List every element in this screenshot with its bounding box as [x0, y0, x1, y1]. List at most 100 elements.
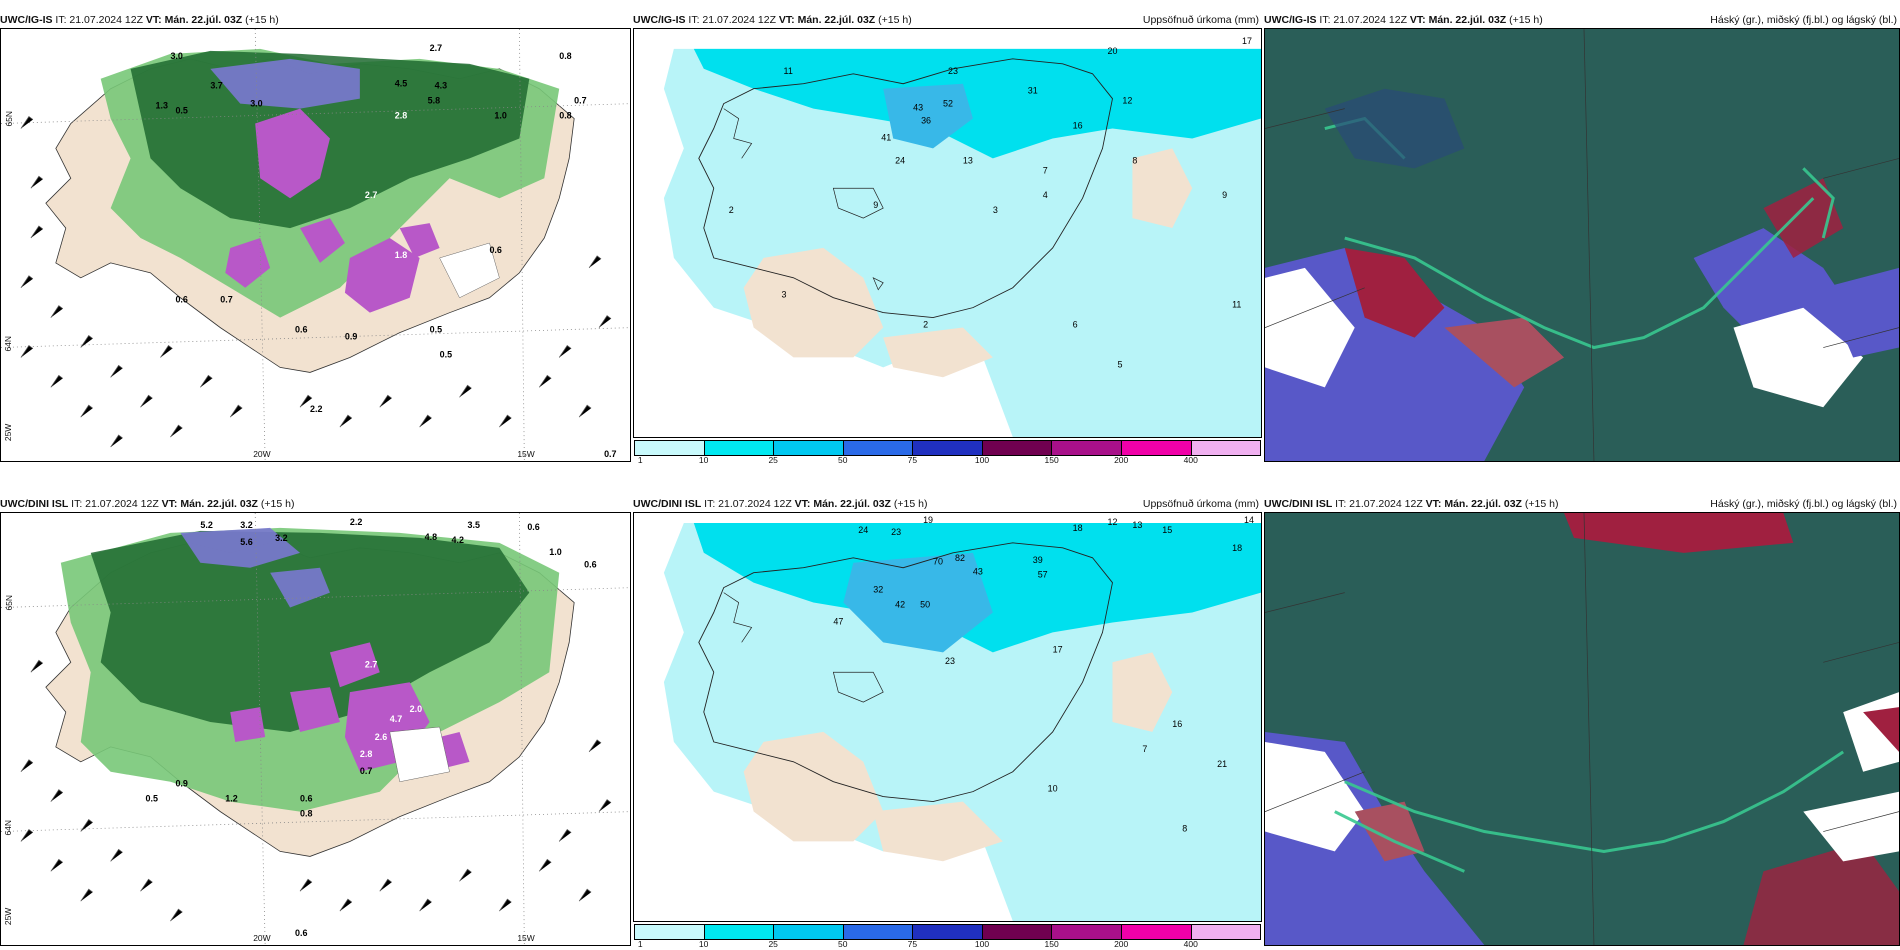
value-label: 2.6	[375, 732, 387, 742]
colorbar-swatch	[635, 441, 705, 455]
value-label: 17	[1053, 644, 1063, 654]
model-name: UWC/IG-IS	[1264, 14, 1317, 26]
value-label: 24	[858, 525, 868, 535]
value-label: 50	[920, 600, 930, 610]
value-label: 5.2	[200, 520, 212, 530]
value-label: 0.9	[175, 779, 187, 789]
value-label: 0.5	[430, 325, 442, 335]
value-label: 20	[1107, 46, 1117, 56]
panel-igis-accum-precip: UWC/IG-IS IT: 21.07.2024 12Z VT: Mán. 22…	[633, 12, 1262, 465]
value-label: 1.0	[549, 547, 561, 557]
value-label: 0.7	[604, 449, 616, 459]
value-label: 18	[1073, 523, 1083, 533]
value-label: 2	[729, 205, 734, 215]
colorbar-swatch	[1121, 925, 1192, 939]
colorbar-tick: 1	[637, 455, 643, 465]
colorbar-swatch	[635, 925, 705, 939]
value-label: 0.6	[489, 245, 501, 255]
panel-dini-clouds: UWC/DINI ISL IT: 21.07.2024 12Z VT: Mán.…	[1264, 496, 1900, 946]
colorbar: 1 10 25 50 75 100 150 200 400	[633, 440, 1262, 465]
model-name: UWC/DINI ISL	[0, 498, 69, 510]
valid-time: VT: Mán. 22.júl. 03Z	[1409, 14, 1507, 26]
panel-dini-accum-precip: UWC/DINI ISL IT: 21.07.2024 12Z VT: Mán.…	[633, 496, 1262, 949]
value-label: 2.2	[310, 404, 322, 414]
colorbar-swatch	[1121, 441, 1192, 455]
lon-label: 20W	[253, 933, 270, 943]
value-label: 36	[921, 116, 931, 126]
map-dini-clouds[interactable]	[1264, 512, 1900, 946]
value-label: 42	[895, 600, 905, 610]
value-label: 12	[1122, 96, 1132, 106]
map-dini-precip-wind[interactable]: 5.2 3.2 3.2 5.6 2.2 4.8 4.2 3.5 0.6 1.0 …	[0, 512, 631, 946]
value-label: 31	[1028, 86, 1038, 96]
map-dini-accum-precip[interactable]: 24 23 19 18 12 13 15 14 18 39 57 70 82 4…	[633, 512, 1262, 922]
model-name: UWC/IG-IS	[0, 14, 53, 26]
value-label: 2.7	[430, 43, 442, 53]
value-label: 4.5	[395, 79, 407, 89]
value-label: 43	[913, 103, 923, 113]
colorbar-swatch	[1052, 441, 1122, 455]
value-label: 0.8	[300, 809, 312, 819]
value-label: 19	[923, 515, 933, 525]
value-label: 0.7	[360, 766, 372, 776]
value-label: 16	[1172, 719, 1182, 729]
value-label: 0.6	[295, 325, 307, 335]
panel-header: UWC/DINI ISL IT: 21.07.2024 12Z VT: Mán.…	[633, 496, 1262, 512]
value-label: 4.7	[390, 714, 402, 724]
value-label: 3.2	[240, 520, 252, 530]
value-label: 4.2	[452, 535, 464, 545]
value-label: 0.6	[584, 560, 596, 570]
map-igis-precip-wind[interactable]: 3.0 3.7 3.0 0.5 2.7 1.3 2.8 2.7 1.8 0.6 …	[0, 28, 631, 462]
value-label: 17	[1242, 36, 1252, 46]
value-label: 57	[1038, 570, 1048, 580]
value-label: 15	[1162, 525, 1172, 535]
value-label: 23	[948, 66, 958, 76]
colorbar-tick: 150	[1044, 939, 1059, 949]
value-label: 2	[923, 320, 928, 330]
panel-header: UWC/IG-IS IT: 21.07.2024 12Z VT: Mán. 22…	[1264, 12, 1900, 28]
init-time: IT: 21.07.2024 12Z	[55, 14, 143, 26]
value-label: 0.5	[440, 349, 452, 359]
colorbar-tick: 400	[1183, 455, 1198, 465]
lon-label: 20W	[253, 449, 270, 459]
colorbar: 1 10 25 50 75 100 150 200 400	[633, 924, 1262, 949]
valid-time: VT: Mán. 22.júl. 03Z	[1425, 498, 1522, 510]
value-label: 10	[1048, 784, 1058, 794]
value-label: 1.8	[395, 250, 407, 260]
colorbar-swatch	[913, 441, 983, 455]
field-title: Háský (gr.), miðský (fj.bl.) og lágský (…	[1710, 498, 1897, 510]
value-label: 0.6	[527, 522, 539, 532]
value-label: 32	[873, 585, 883, 595]
value-label: 3.0	[250, 99, 262, 109]
valid-time: VT: Mán. 22.júl. 03Z	[161, 498, 258, 510]
panel-header: UWC/DINI ISL IT: 21.07.2024 12Z VT: Mán.…	[1264, 496, 1900, 512]
value-label: 9	[1222, 190, 1227, 200]
panel-header: UWC/IG-IS IT: 21.07.2024 12Z VT: Mán. 22…	[633, 12, 1262, 28]
value-label: 1.2	[225, 794, 237, 804]
value-label: 13	[1132, 520, 1142, 530]
colorbar-tick: 10	[698, 455, 709, 465]
value-label: 13	[963, 155, 973, 165]
map-igis-accum-precip[interactable]: 11 23 17 20 43 52 36 41 24 13 9 31 16 12…	[633, 28, 1262, 438]
map-igis-clouds[interactable]	[1264, 28, 1900, 462]
value-label: 8	[1182, 823, 1187, 833]
lon-label: 25W	[3, 424, 13, 441]
lead-time: (+15 h)	[893, 498, 928, 510]
value-label: 3.0	[170, 51, 182, 61]
value-label: 3	[782, 290, 787, 300]
value-label: 21	[1217, 759, 1227, 769]
colorbar-swatch	[1191, 441, 1261, 455]
value-label: 0.8	[559, 51, 571, 61]
value-label: 2.2	[350, 517, 362, 527]
value-label: 3.5	[468, 520, 480, 530]
colorbar-tick: 25	[768, 939, 778, 949]
value-label: 2.7	[365, 190, 377, 200]
value-label: 2.8	[395, 111, 407, 121]
colorbar-tick: 75	[907, 455, 918, 465]
valid-time: VT: Mán. 22.júl. 03Z	[794, 498, 891, 510]
field-title: Uppsöfnuð úrkoma (mm)	[1142, 498, 1259, 510]
lat-label: 64N	[3, 336, 13, 352]
colorbar-tick: 100	[974, 455, 990, 465]
value-label: 2.7	[365, 659, 377, 669]
value-label: 16	[1073, 121, 1083, 131]
